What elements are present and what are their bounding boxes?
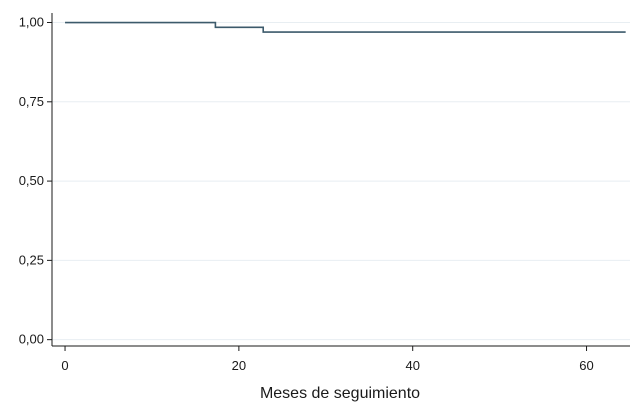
y-tick-label: 0,50 — [19, 173, 44, 188]
y-axis-ticks: 0,00 0,25 0,50 0,75 1,00 — [19, 15, 52, 347]
y-tick-label: 0,75 — [19, 94, 44, 109]
series-lines — [65, 21, 626, 33]
x-tick-label: 0 — [61, 358, 68, 373]
x-tick-label: 60 — [579, 358, 593, 373]
x-tick-label: 20 — [232, 358, 246, 373]
x-axis-ticks: 0 20 40 60 — [61, 346, 594, 373]
x-axis-title: Meses de seguimiento — [260, 385, 420, 402]
gridlines — [52, 22, 630, 341]
y-tick-label: 1,00 — [19, 15, 44, 30]
x-tick-label: 40 — [405, 358, 419, 373]
y-tick-label: 0,25 — [19, 252, 44, 267]
survival-step-line-0 — [65, 21, 626, 33]
y-tick-label: 0,00 — [19, 332, 44, 347]
